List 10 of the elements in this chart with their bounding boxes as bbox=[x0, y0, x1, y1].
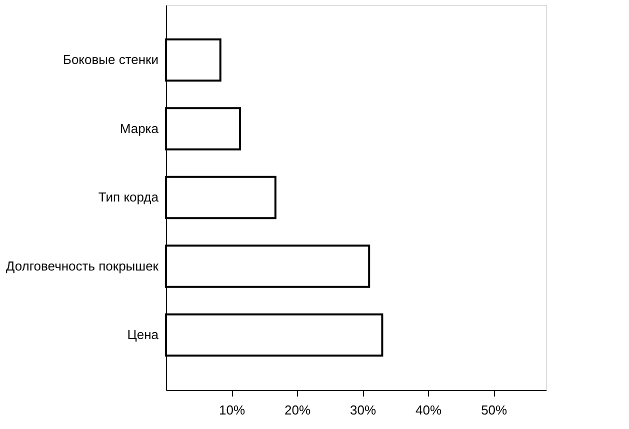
y-tick-label: Боковые стенки bbox=[62, 52, 158, 67]
y-tick-label: Цена bbox=[127, 327, 160, 342]
y-tick-label: Марка bbox=[120, 120, 160, 136]
x-tick-label: 30% bbox=[350, 402, 376, 418]
y-tick-label: Тип корда bbox=[98, 190, 160, 204]
y-tick-label: Долговечность покрышек bbox=[6, 258, 159, 274]
x-tick-label: 20% bbox=[284, 402, 311, 418]
x-tick-label: 50% bbox=[481, 402, 508, 418]
x-tick-label: 10% bbox=[219, 402, 246, 418]
x-tick-label: 40% bbox=[416, 402, 442, 418]
